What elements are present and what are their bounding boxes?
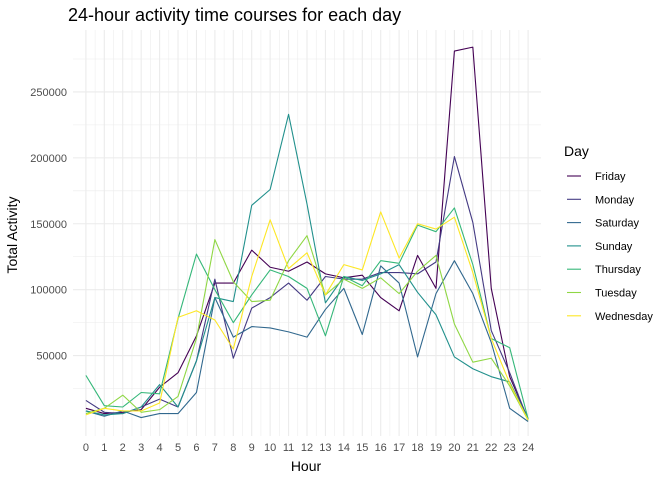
legend-item-tuesday: Tuesday (567, 288, 637, 300)
x-tick-label: 17 (393, 442, 405, 454)
y-axis-title: Total Activity (4, 196, 20, 273)
x-tick-label: 3 (138, 442, 144, 454)
x-tick-label: 12 (301, 442, 313, 454)
series-line-sunday (85, 113, 529, 420)
x-tick-label: 23 (504, 442, 516, 454)
x-tick-label: 20 (448, 442, 460, 454)
x-tick-label: 22 (485, 442, 497, 454)
x-tick-label: 19 (430, 442, 442, 454)
series-line-wednesday (85, 211, 529, 421)
x-tick-label: 5 (175, 442, 181, 454)
x-axis-tick-labels: 0 1 2 3 4 5 6 7 8 9 10 11 12 13 14 15 16 17 18 19 20 21 22 23 24 (83, 442, 534, 454)
y-axis-tick-labels: 50000 100000 150000 200000 250000 (30, 87, 67, 363)
x-tick-label: 13 (319, 442, 331, 454)
y-tick-label: 200000 (30, 153, 67, 165)
legend-label: Saturday (595, 218, 640, 230)
x-tick-label: 15 (356, 442, 368, 454)
x-tick-label: 18 (411, 442, 423, 454)
legend-items: Friday Monday Saturday Sunday Thursday Tuesda… (567, 171, 653, 323)
x-tick-label: 1 (101, 442, 107, 454)
legend: Day Friday Monday Saturday Sunday Thursday Tu… (564, 143, 653, 323)
series-lines (85, 46, 529, 422)
legend-item-monday: Monday (567, 194, 635, 206)
legend-item-thursday: Thursday (567, 264, 641, 276)
x-tick-label: 16 (375, 442, 387, 454)
series-line-thursday (85, 207, 529, 419)
legend-label: Sunday (595, 241, 633, 253)
x-tick-label: 9 (249, 442, 255, 454)
x-tick-label: 8 (230, 442, 236, 454)
x-tick-label: 24 (522, 442, 534, 454)
x-tick-label: 11 (283, 442, 294, 454)
series-line-saturday (85, 260, 529, 422)
legend-item-wednesday: Wednesday (567, 311, 653, 323)
legend-label: Tuesday (595, 288, 637, 300)
legend-title: Day (564, 143, 589, 159)
x-axis-title: Hour (291, 458, 322, 474)
chart-title: 24-hour activity time courses for each d… (68, 5, 401, 25)
legend-item-saturday: Saturday (567, 218, 640, 230)
legend-label: Monday (595, 194, 635, 206)
x-tick-label: 14 (338, 442, 350, 454)
legend-item-friday: Friday (567, 171, 626, 183)
x-tick-label: 10 (264, 442, 276, 454)
y-tick-label: 100000 (30, 285, 67, 297)
series-line-friday (85, 46, 529, 420)
legend-label: Wednesday (595, 311, 653, 323)
x-tick-label: 7 (212, 442, 218, 454)
legend-label: Friday (595, 171, 626, 183)
x-tick-label: 21 (467, 442, 479, 454)
legend-item-sunday: Sunday (567, 241, 633, 253)
y-tick-label: 250000 (30, 87, 67, 99)
series-line-tuesday (85, 235, 529, 421)
x-tick-label: 6 (193, 442, 199, 454)
x-tick-label: 0 (83, 442, 89, 454)
major-gridlines (73, 30, 541, 436)
x-tick-label: 2 (120, 442, 126, 454)
y-tick-label: 150000 (30, 219, 67, 231)
series-line-monday (85, 156, 529, 421)
legend-label: Thursday (595, 264, 641, 276)
x-tick-label: 4 (157, 442, 163, 454)
y-tick-label: 50000 (36, 351, 67, 363)
